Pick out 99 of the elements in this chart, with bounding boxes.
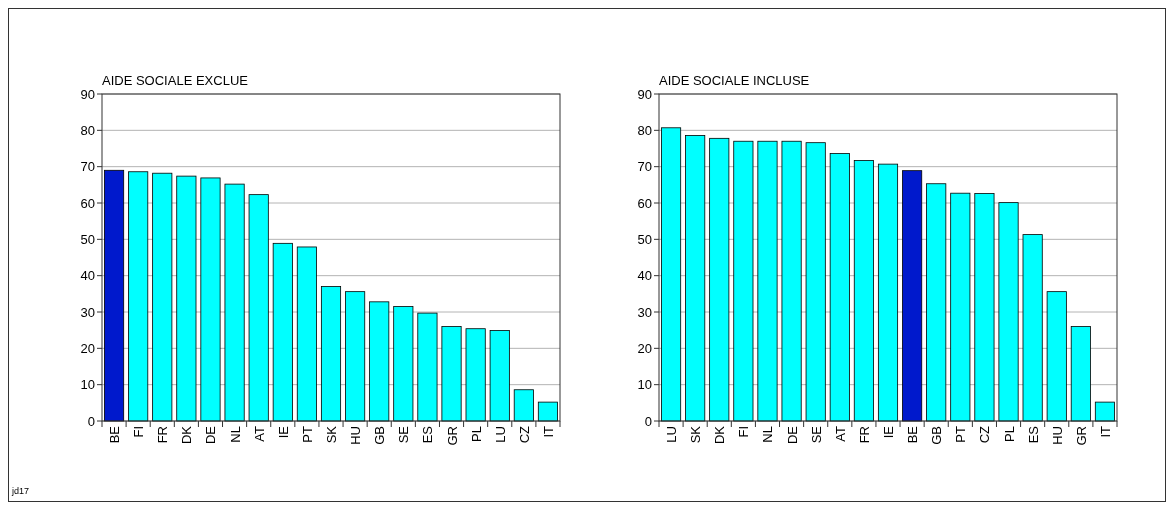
y-tick-label: 20 bbox=[80, 340, 95, 356]
x-tick-label: FI bbox=[131, 426, 147, 438]
x-tick-label: PL bbox=[468, 426, 484, 442]
bar bbox=[998, 202, 1019, 422]
bar bbox=[1070, 326, 1091, 422]
bar bbox=[1022, 234, 1043, 422]
bar bbox=[926, 183, 947, 422]
bar bbox=[224, 183, 245, 422]
bar bbox=[393, 306, 414, 422]
bar bbox=[152, 172, 173, 422]
y-tick-label: 60 bbox=[80, 195, 95, 211]
bar bbox=[513, 389, 534, 422]
x-tick-label: SK bbox=[324, 425, 339, 444]
bar bbox=[661, 127, 682, 422]
bar bbox=[1046, 291, 1067, 422]
bar bbox=[805, 142, 826, 422]
x-tick-label: GB bbox=[372, 426, 388, 445]
x-tick-label: GB bbox=[929, 426, 945, 445]
bar bbox=[272, 242, 293, 422]
bar bbox=[829, 153, 850, 422]
x-tick-label: IT bbox=[540, 425, 556, 438]
text: jd17 bbox=[11, 486, 30, 496]
bar bbox=[465, 328, 486, 422]
x-tick-label: NL bbox=[760, 426, 776, 443]
x-tick-label: NL bbox=[227, 426, 243, 443]
bar bbox=[176, 175, 197, 422]
bar bbox=[128, 171, 149, 422]
x-tick-label: ES bbox=[420, 425, 436, 444]
y-tick-label: 40 bbox=[637, 268, 652, 284]
y-tick-label: 70 bbox=[637, 159, 652, 175]
y-tick-label: 90 bbox=[80, 86, 95, 102]
bar bbox=[369, 301, 390, 422]
x-tick-label: AT bbox=[832, 425, 848, 442]
chart-title: AIDE SOCIALE EXCLUE bbox=[102, 73, 249, 88]
y-tick-label: 50 bbox=[637, 231, 652, 247]
x-tick-label: FR bbox=[155, 426, 171, 444]
y-tick-label: 10 bbox=[80, 377, 95, 393]
x-tick-label: SE bbox=[808, 425, 824, 444]
bar bbox=[345, 291, 366, 422]
y-tick-label: 0 bbox=[87, 413, 95, 429]
x-tick-label: IT bbox=[1097, 425, 1113, 438]
x-tick-label: AT bbox=[251, 425, 267, 442]
y-tick-label: 80 bbox=[80, 122, 95, 138]
bar bbox=[489, 330, 510, 422]
bar bbox=[537, 401, 558, 422]
bar bbox=[757, 140, 778, 422]
chart-title: AIDE SOCIALE INCLUSE bbox=[659, 73, 810, 88]
x-tick-label: DE bbox=[784, 425, 800, 445]
x-tick-label: HU bbox=[1049, 426, 1065, 445]
x-tick-label: BE bbox=[107, 425, 123, 444]
x-tick-label: ES bbox=[1025, 425, 1041, 444]
x-tick-label: BE bbox=[905, 425, 921, 444]
x-tick-label: IE bbox=[275, 425, 291, 439]
x-tick-label: SK bbox=[688, 425, 704, 444]
y-tick-label: 90 bbox=[637, 86, 652, 102]
bar bbox=[1094, 401, 1115, 422]
x-tick-label: CZ bbox=[977, 425, 993, 444]
bar bbox=[248, 194, 269, 422]
y-tick-label: 30 bbox=[80, 304, 95, 320]
bar bbox=[709, 137, 730, 422]
x-tick-label: PT bbox=[953, 425, 969, 443]
x-tick-label: FR bbox=[856, 426, 872, 444]
x-tick-label: LU bbox=[664, 426, 680, 443]
x-tick-label: IE bbox=[881, 425, 896, 439]
x-tick-label: PT bbox=[299, 425, 315, 443]
y-tick-label: 0 bbox=[644, 413, 652, 429]
bar bbox=[296, 246, 317, 422]
x-tick-label: DE bbox=[203, 425, 219, 445]
y-tick-label: 70 bbox=[80, 159, 95, 175]
x-tick-label: FI bbox=[736, 426, 752, 438]
x-tick-label: DK bbox=[179, 425, 195, 445]
x-tick-label: DK bbox=[712, 425, 728, 445]
x-tick-label: PL bbox=[1001, 426, 1017, 442]
bar bbox=[877, 163, 899, 422]
bar bbox=[104, 169, 125, 422]
x-tick-label: GR bbox=[444, 426, 460, 446]
y-tick-label: 20 bbox=[637, 340, 652, 356]
bar bbox=[853, 160, 874, 422]
bar bbox=[781, 140, 802, 422]
bar bbox=[733, 140, 754, 422]
bar bbox=[441, 326, 462, 422]
bar bbox=[320, 286, 342, 422]
bar bbox=[685, 135, 706, 422]
bar bbox=[417, 312, 438, 422]
x-tick-label: LU bbox=[492, 426, 508, 443]
y-tick-label: 30 bbox=[637, 304, 652, 320]
y-tick-label: 10 bbox=[637, 377, 652, 393]
y-tick-label: 60 bbox=[637, 195, 652, 211]
x-tick-label: CZ bbox=[516, 425, 532, 444]
bar bbox=[902, 170, 923, 422]
x-tick-label: HU bbox=[348, 426, 364, 445]
y-tick-label: 50 bbox=[80, 231, 95, 247]
bar bbox=[974, 193, 995, 422]
y-tick-label: 40 bbox=[80, 268, 95, 284]
bar bbox=[950, 192, 971, 422]
x-tick-label: SE bbox=[396, 425, 412, 444]
y-tick-label: 80 bbox=[637, 122, 652, 138]
x-tick-label: GR bbox=[1073, 426, 1089, 446]
bar bbox=[200, 177, 221, 422]
